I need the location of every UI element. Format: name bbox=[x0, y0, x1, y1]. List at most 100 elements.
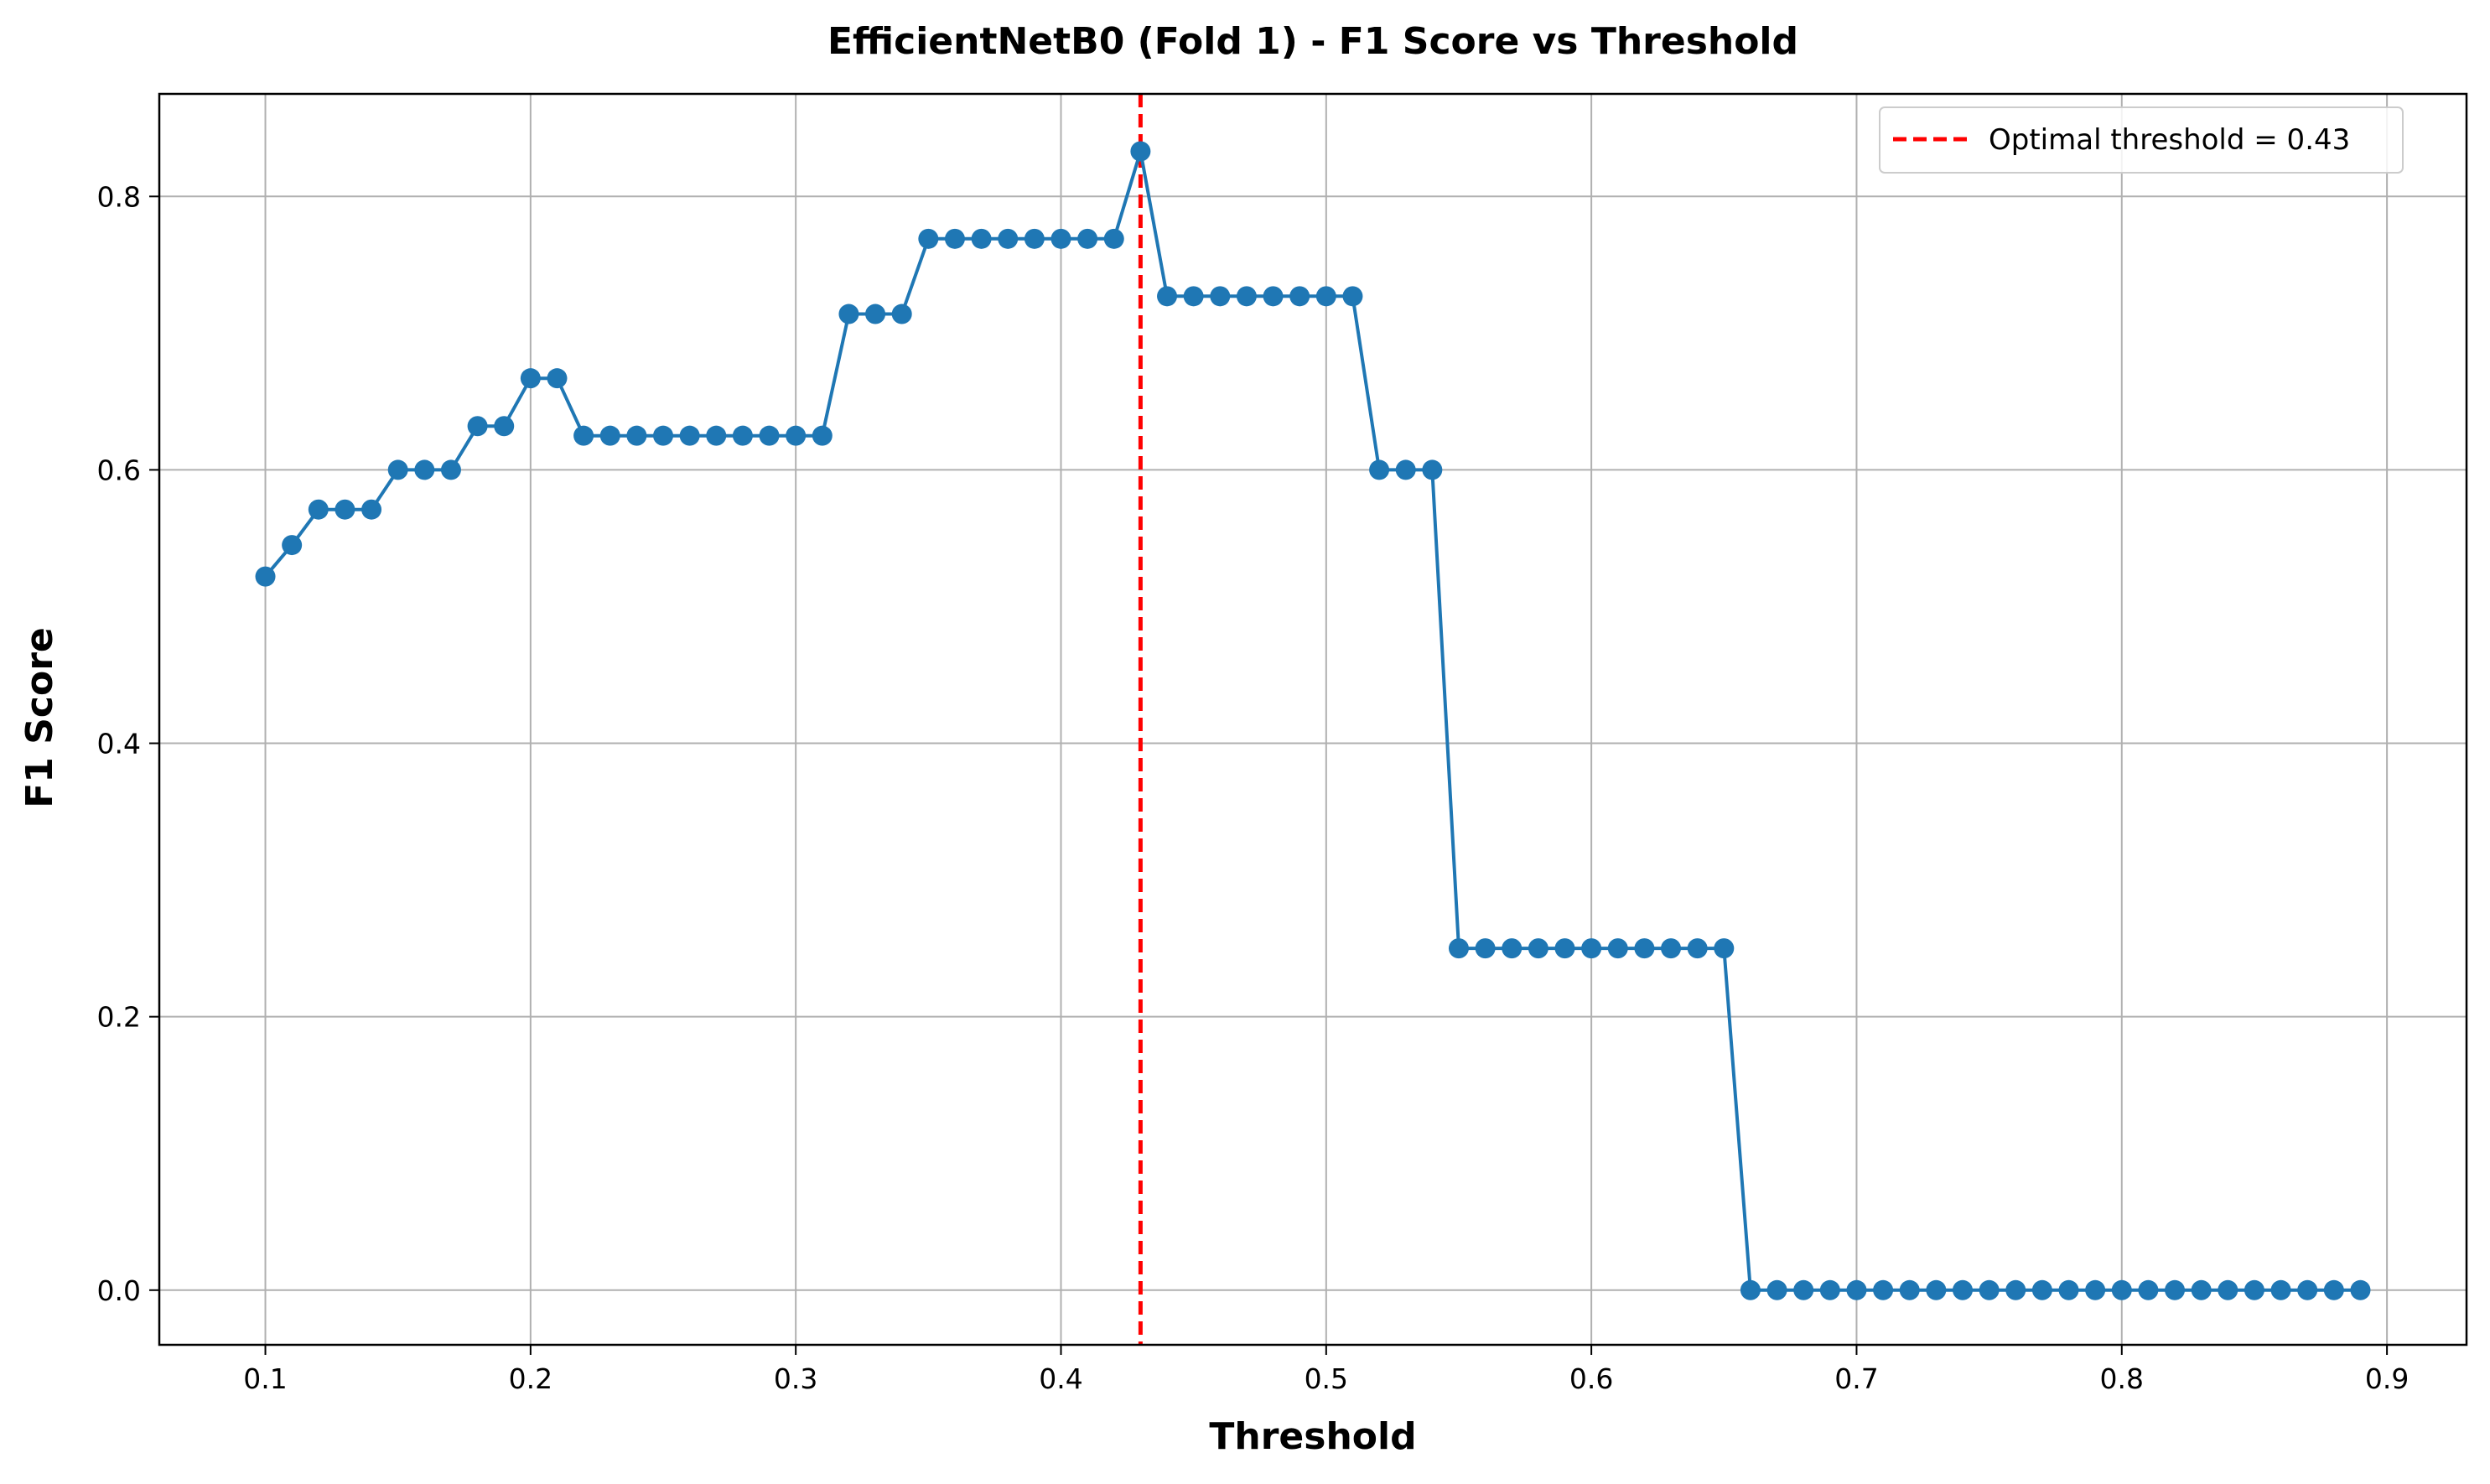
x-tick-label: 0.3 bbox=[774, 1362, 817, 1395]
legend: Optimal threshold = 0.43 bbox=[1879, 106, 2404, 174]
data-point bbox=[1103, 228, 1124, 249]
x-tick-label: 0.4 bbox=[1039, 1362, 1082, 1395]
data-point bbox=[1819, 1279, 1840, 1300]
data-point bbox=[2244, 1279, 2264, 1300]
data-point bbox=[786, 425, 807, 446]
data-point bbox=[1899, 1279, 1920, 1300]
chart-title: EfficientNetB0 (Fold 1) - F1 Score vs Th… bbox=[827, 20, 1798, 63]
data-point bbox=[679, 425, 700, 446]
data-point bbox=[1873, 1279, 1894, 1300]
data-point bbox=[255, 566, 276, 587]
data-point bbox=[2297, 1279, 2318, 1300]
x-tick-label: 0.8 bbox=[2100, 1362, 2144, 1395]
data-point bbox=[1263, 286, 1284, 307]
data-point bbox=[1395, 459, 1416, 480]
data-point bbox=[1846, 1279, 1867, 1300]
x-axis-label: Threshold bbox=[1209, 1415, 1416, 1458]
data-point bbox=[361, 499, 382, 520]
data-point bbox=[387, 459, 408, 480]
data-point bbox=[1475, 938, 1496, 959]
y-tick-label: 0.6 bbox=[97, 454, 141, 486]
x-tick-label: 0.9 bbox=[2365, 1362, 2409, 1395]
data-point bbox=[812, 425, 833, 446]
x-axis-ticks: 0.1 0.2 0.3 0.4 0.5 0.6 0.7 0.8 0.9 bbox=[243, 1345, 2409, 1395]
data-point bbox=[1740, 1279, 1761, 1300]
data-point bbox=[335, 499, 355, 520]
data-point bbox=[1714, 938, 1735, 959]
data-point bbox=[653, 425, 674, 446]
data-point bbox=[2111, 1279, 2132, 1300]
legend-label: Optimal threshold = 0.43 bbox=[1989, 123, 2350, 157]
data-point bbox=[2085, 1279, 2106, 1300]
data-point bbox=[467, 416, 488, 437]
data-point bbox=[1952, 1279, 1973, 1300]
data-point bbox=[1024, 228, 1045, 249]
y-axis-label: F1 Score bbox=[18, 627, 61, 808]
data-point bbox=[2218, 1279, 2238, 1300]
data-point bbox=[1050, 228, 1071, 249]
data-point bbox=[1634, 938, 1655, 959]
y-tick-label: 0.8 bbox=[97, 180, 141, 213]
data-point bbox=[944, 228, 965, 249]
data-point bbox=[838, 304, 859, 324]
data-point bbox=[998, 228, 1019, 249]
data-point bbox=[706, 425, 727, 446]
data-point bbox=[1554, 938, 1575, 959]
data-point bbox=[918, 228, 939, 249]
legend-box bbox=[1879, 106, 2404, 174]
f1-series bbox=[255, 141, 2371, 1300]
y-tick-label: 0.2 bbox=[97, 1001, 141, 1034]
data-point bbox=[2058, 1279, 2079, 1300]
data-point bbox=[2270, 1279, 2291, 1300]
data-point bbox=[308, 499, 329, 520]
data-point bbox=[1342, 286, 1363, 307]
data-point bbox=[1502, 938, 1523, 959]
data-point bbox=[1926, 1279, 1947, 1300]
data-point bbox=[2138, 1279, 2159, 1300]
data-point bbox=[1157, 286, 1178, 307]
data-point bbox=[2165, 1279, 2186, 1300]
data-point bbox=[1289, 286, 1310, 307]
data-point bbox=[1661, 938, 1682, 959]
data-point bbox=[1793, 1279, 1814, 1300]
x-tick-label: 0.6 bbox=[1569, 1362, 1613, 1395]
data-point bbox=[414, 459, 435, 480]
data-point bbox=[2191, 1279, 2212, 1300]
plot-frame bbox=[158, 92, 2468, 1346]
data-point bbox=[1315, 286, 1336, 307]
data-point bbox=[520, 368, 541, 389]
data-point bbox=[547, 368, 568, 389]
data-point bbox=[573, 425, 594, 446]
grid-lines bbox=[159, 94, 2467, 1345]
data-point bbox=[1210, 286, 1231, 307]
data-point bbox=[282, 535, 303, 556]
data-point bbox=[1130, 141, 1151, 162]
data-point bbox=[1422, 459, 1443, 480]
data-point bbox=[2031, 1279, 2052, 1300]
data-point bbox=[732, 425, 753, 446]
data-point bbox=[494, 416, 515, 437]
x-tick-label: 0.7 bbox=[1834, 1362, 1878, 1395]
data-point bbox=[1607, 938, 1628, 959]
data-point bbox=[1236, 286, 1257, 307]
data-point bbox=[1077, 228, 1098, 249]
data-point bbox=[2005, 1279, 2026, 1300]
data-point bbox=[1687, 938, 1708, 959]
data-point bbox=[626, 425, 647, 446]
data-point bbox=[599, 425, 620, 446]
data-point bbox=[1448, 938, 1469, 959]
data-point bbox=[1581, 938, 1602, 959]
data-point bbox=[865, 304, 886, 324]
y-tick-label: 0.0 bbox=[97, 1274, 141, 1307]
data-point bbox=[1979, 1279, 2000, 1300]
data-point bbox=[1183, 286, 1204, 307]
x-tick-label: 0.5 bbox=[1305, 1362, 1348, 1395]
data-point bbox=[2350, 1279, 2371, 1300]
data-point bbox=[1766, 1279, 1787, 1300]
data-point bbox=[759, 425, 780, 446]
series-line bbox=[263, 149, 2361, 1292]
y-axis-ticks: 0.0 0.2 0.4 0.6 0.8 bbox=[97, 180, 159, 1307]
y-tick-label: 0.4 bbox=[97, 728, 141, 760]
data-point bbox=[2323, 1279, 2344, 1300]
